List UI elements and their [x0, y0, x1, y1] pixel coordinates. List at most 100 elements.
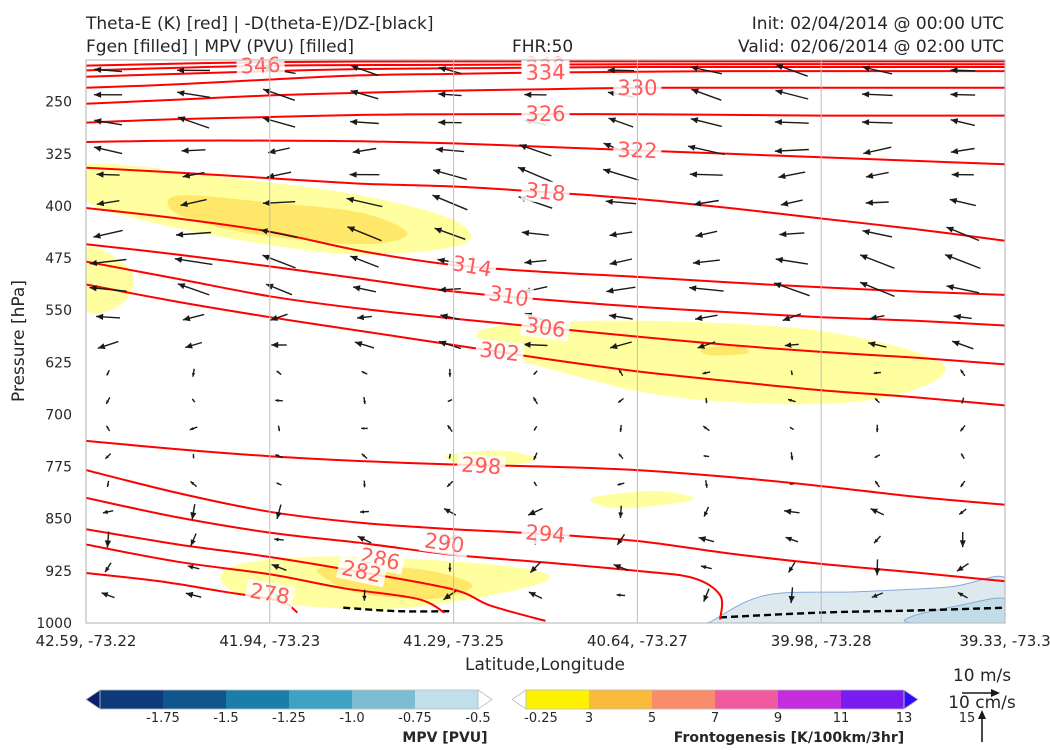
wind-vector-14	[350, 89, 379, 100]
wind-vector-127	[618, 369, 624, 377]
wind-vector-47	[349, 171, 380, 178]
wind-vector-102	[357, 314, 372, 321]
wind-vector-114	[438, 340, 462, 350]
wind-vector-219	[957, 591, 968, 599]
wind-vector-188	[190, 533, 197, 546]
x-tick-label-0: 42.59, -73.22	[36, 632, 137, 650]
wind-vector-9	[862, 65, 893, 75]
x-tick-label-4: 39.98, -73.28	[771, 632, 872, 650]
contour-label-318: 318	[520, 178, 571, 206]
y-tick-label-550: 550	[45, 303, 72, 319]
mpv-colorbar-extend-low	[85, 689, 101, 710]
fgen-fill-region-6	[590, 490, 694, 509]
theta-e-contour-322	[86, 139, 1005, 166]
wind-vector-168	[363, 480, 366, 488]
wind-vector-86	[859, 254, 895, 269]
wind-vector-195	[785, 536, 799, 543]
wind-vector-61	[605, 198, 637, 205]
wind-vector-169	[446, 480, 454, 488]
wind-vector-184	[784, 508, 800, 515]
y-tick-label-700: 700	[45, 407, 72, 423]
wind-vector-171	[617, 482, 625, 486]
wind-vector-32	[950, 118, 975, 127]
wind-vector-177	[190, 503, 197, 520]
contour-label-302: 302	[474, 338, 525, 366]
wind-vector-155	[192, 453, 195, 459]
y-tick-label-325: 325	[45, 147, 72, 163]
wind-vector-34	[181, 147, 206, 154]
fgen-fill-region-4	[700, 346, 750, 356]
wind-vector-133	[191, 398, 196, 403]
wind-vector-158	[448, 453, 452, 459]
wind-vector-113	[354, 341, 375, 349]
wind-vector-193	[616, 533, 626, 546]
svg-text:314: 314	[450, 251, 494, 282]
wind-vector-48	[432, 168, 467, 181]
wind-vector-161	[703, 455, 710, 458]
wind-vector-28	[608, 117, 634, 128]
wind-vector-182	[618, 505, 624, 518]
wind-vector-0	[94, 66, 123, 73]
svg-text:306: 306	[524, 313, 567, 342]
wind-vector-126	[533, 370, 538, 376]
wind-vector-4	[438, 66, 462, 75]
wind-vector-1	[176, 67, 211, 74]
wind-vector-40	[687, 144, 725, 156]
fgen-colorbar-extend-low	[511, 689, 527, 710]
wind-vector-217	[788, 587, 795, 604]
wind-vector-12	[177, 90, 211, 98]
wind-vector-43	[950, 147, 975, 155]
wind-vector-202	[448, 563, 452, 572]
fgen-colorbar-swatch-3	[652, 690, 716, 709]
wind-vector-190	[357, 535, 372, 544]
wind-vector-3	[350, 64, 379, 76]
y-tick-label-850: 850	[45, 512, 72, 528]
contour-label-294: 294	[520, 520, 571, 548]
wind-vector-137	[532, 396, 539, 405]
wind-vector-183	[703, 506, 710, 517]
wind-vector-165	[106, 480, 110, 488]
mpv-colorbar-swatch-2	[163, 690, 227, 709]
wind-vector-59	[432, 194, 468, 211]
wind-vector-218	[871, 592, 884, 599]
wind-vector-175	[960, 480, 966, 488]
wind-vector-49	[517, 166, 554, 183]
wind-vector-157	[361, 453, 368, 460]
contour-label-290: 290	[419, 528, 470, 558]
wind-vector-181	[527, 507, 543, 516]
wind-vector-69	[347, 226, 382, 242]
svg-text:334: 334	[525, 60, 566, 85]
wind-vector-210	[185, 591, 202, 598]
wind-vector-89	[177, 283, 210, 296]
contour-label-306: 306	[520, 313, 571, 342]
wind-vector-115	[523, 341, 548, 348]
wind-vector-21	[950, 91, 976, 98]
fgen-colorbar-extend-high	[903, 689, 919, 710]
wind-vector-203	[529, 561, 541, 574]
wind-vector-213	[443, 590, 457, 601]
wind-vector-22	[94, 118, 123, 126]
wind-vector-170	[533, 481, 538, 487]
wind-vector-74	[779, 231, 805, 238]
wind-vector-124	[361, 370, 368, 375]
wind-ref-horizontal: 10 m/s	[953, 666, 1011, 686]
wind-vector-70	[434, 227, 466, 240]
wind-vector-123	[276, 370, 282, 376]
y-axis-label: Pressure [hPa]	[9, 280, 29, 402]
wind-vector-135	[363, 396, 366, 405]
theta-e-contour-338	[86, 65, 1005, 78]
x-axis-label: Latitude,Longitude	[465, 655, 625, 675]
theta-e-contour-298	[86, 439, 1005, 506]
wind-vector-76	[946, 226, 980, 242]
wind-vector-53	[865, 171, 889, 179]
wind-vector-7	[690, 65, 723, 75]
wind-vector-58	[346, 196, 383, 208]
wind-vector-88	[89, 285, 127, 292]
wind-vector-38	[519, 144, 552, 157]
wind-vector-29	[690, 117, 722, 128]
wind-vector-139	[705, 397, 708, 404]
wind-vector-178	[275, 504, 282, 520]
wind-vector-122	[191, 368, 196, 377]
mpv-colorbar-tick-5: -0.5	[465, 711, 490, 726]
wind-vector-105	[608, 313, 633, 320]
